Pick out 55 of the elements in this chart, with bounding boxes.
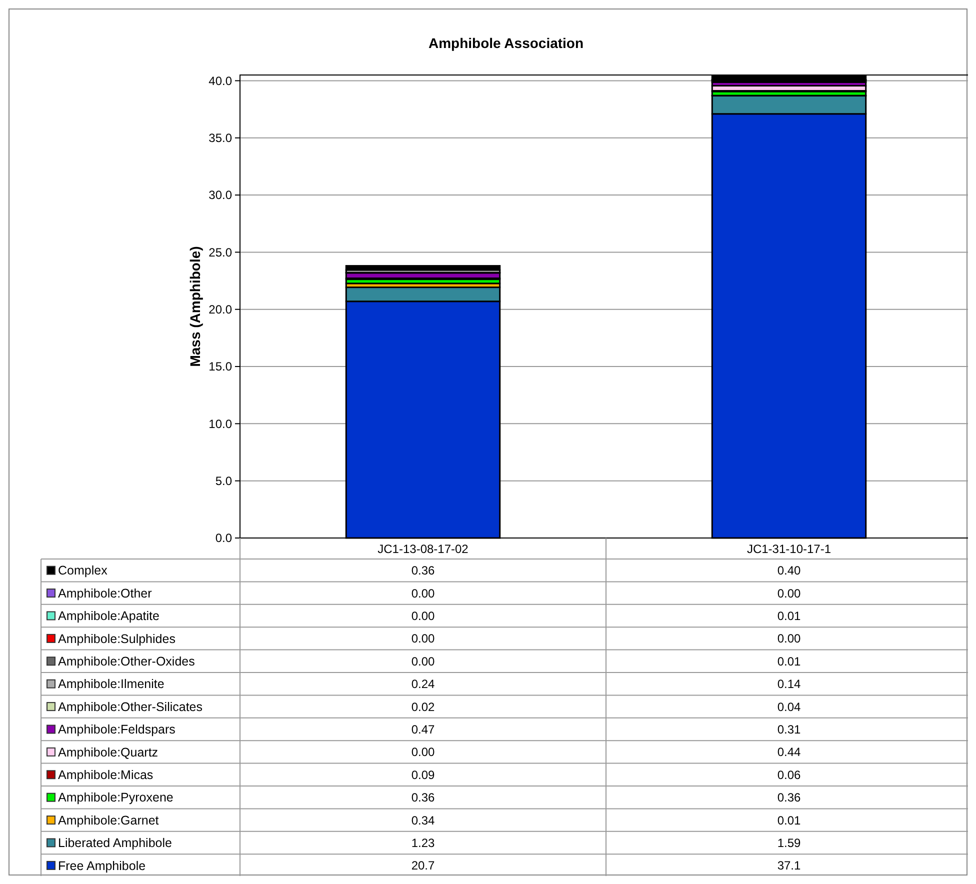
y-tick-label: 10.0	[208, 416, 232, 431]
x-tick-label: JC1-13-08-17-02	[378, 542, 469, 556]
data-label: 37.1	[777, 858, 801, 873]
legend-label: Amphibole:Micas	[58, 768, 154, 782]
legend-label: Amphibole:Apatite	[58, 609, 160, 624]
data-label: 20.7	[411, 858, 435, 873]
data-label: 0.24	[411, 677, 435, 692]
legend-label: Amphibole:Pyroxene	[58, 790, 174, 805]
data-label: 0.00	[411, 586, 435, 600]
data-label: 0.04	[777, 700, 801, 714]
y-tick-label: 40.0	[208, 74, 232, 88]
x-tick-label: JC1-31-10-17-1	[746, 542, 832, 556]
data-label: 0.34	[411, 813, 435, 828]
data-label: 0.36	[411, 790, 435, 805]
data-label: 0.40	[777, 564, 801, 578]
legend-label: Amphibole:Feldspars	[58, 722, 176, 737]
data-label: 0.01	[777, 608, 801, 623]
y-tick-label: 35.0	[208, 131, 232, 146]
data-label: 0.01	[777, 813, 801, 828]
legend-label: Amphibole:Ilmenite	[58, 677, 164, 692]
data-label: 0.00	[777, 632, 801, 646]
y-tick-label: 5.0	[215, 474, 232, 488]
data-label: 0.44	[777, 745, 801, 760]
legend-label: Liberated Amphibole	[58, 836, 172, 850]
legend-label: Amphibole:Quartz	[58, 745, 158, 760]
legend-label: Amphibole:Garnet	[58, 813, 160, 828]
data-label: 0.06	[777, 768, 801, 782]
data-label: 0.00	[411, 745, 435, 760]
data-label: 0.31	[777, 722, 801, 736]
y-tick-label: 20.0	[208, 302, 232, 317]
legend-label: Amphibole:Sulphides	[58, 632, 176, 646]
data-label: 0.36	[777, 790, 801, 805]
data-label: 0.47	[411, 722, 435, 736]
data-label: 0.00	[411, 654, 435, 668]
y-tick-label: 25.0	[208, 245, 232, 260]
chart-title: Amphibole Association	[428, 35, 584, 51]
data-label: 0.36	[411, 564, 435, 578]
legend-label: Complex	[58, 564, 108, 578]
legend-label: Free Amphibole	[58, 858, 146, 873]
data-label: 0.14	[777, 677, 801, 692]
data-label: 0.00	[411, 632, 435, 646]
data-label: 0.09	[411, 768, 435, 782]
data-label: 0.00	[777, 586, 801, 600]
y-tick-label: 0.0	[215, 531, 232, 546]
legend-label: Amphibole:Other-Silicates	[58, 700, 203, 714]
legend-label: Amphibole:Other-Oxides	[58, 654, 195, 669]
data-label: 0.00	[411, 608, 435, 623]
data-label: 1.23	[411, 836, 435, 850]
legend-label: Amphibole:Other	[58, 586, 152, 600]
data-label: 0.01	[777, 654, 801, 668]
y-tick-label: 15.0	[208, 360, 232, 374]
y-tick-label: 30.0	[208, 188, 232, 202]
data-label: 1.59	[777, 836, 801, 850]
data-label: 0.02	[411, 700, 435, 714]
y-axis-title: Mass (Amphibole)	[187, 246, 203, 367]
